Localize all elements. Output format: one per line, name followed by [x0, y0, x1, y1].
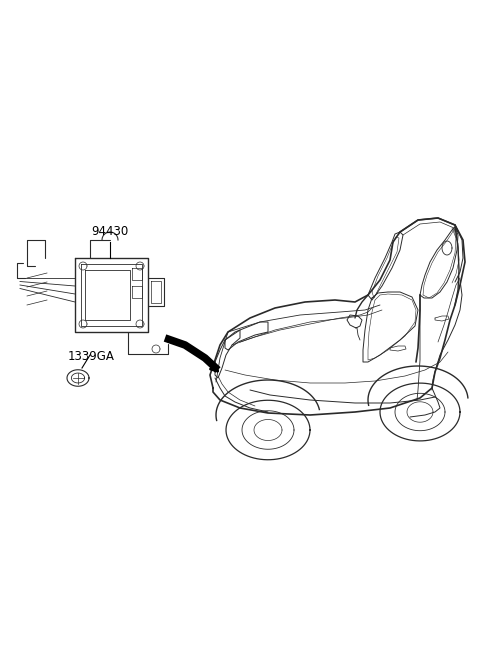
Text: 1339GA: 1339GA [68, 350, 115, 363]
Text: 94430: 94430 [91, 225, 129, 238]
